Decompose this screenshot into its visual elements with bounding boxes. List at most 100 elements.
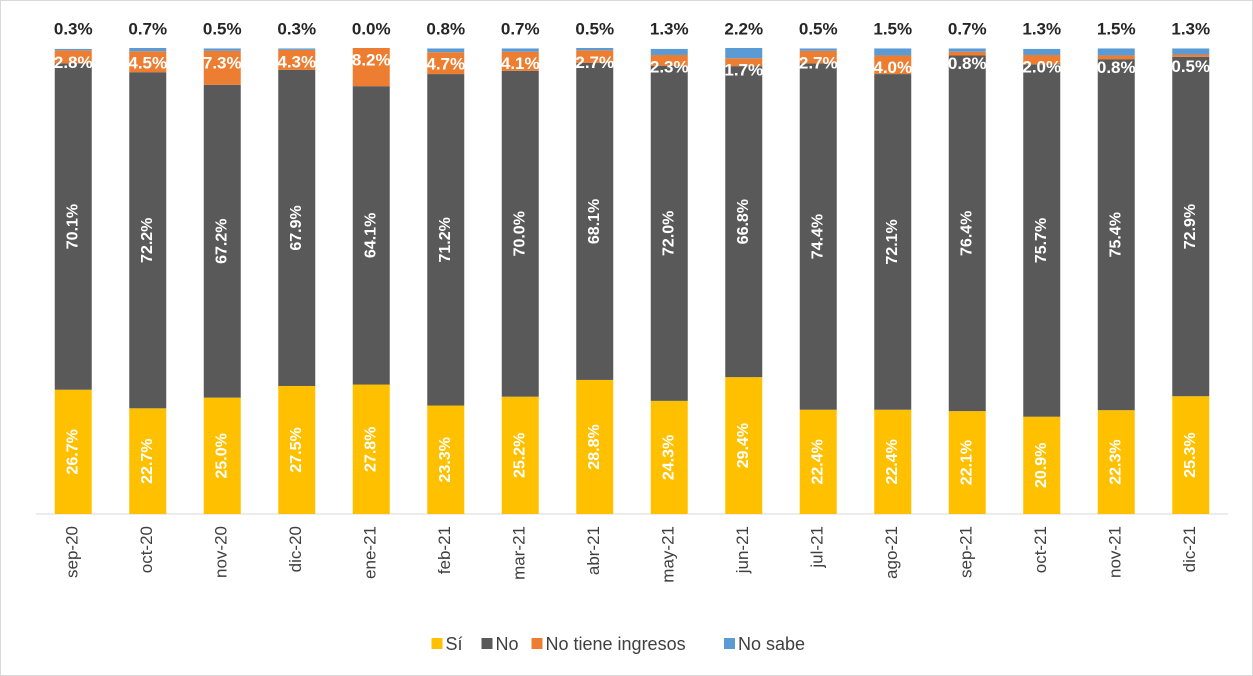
bar-segment [129, 408, 167, 514]
bar-segment [203, 48, 241, 51]
bar-segment [501, 396, 539, 514]
bar-segment [576, 48, 614, 51]
data-label: 66.8% [735, 199, 752, 244]
bar-segment [725, 377, 763, 514]
data-label: 67.9% [288, 205, 305, 250]
data-label: 2.7% [575, 53, 614, 72]
bar-segment [427, 74, 465, 406]
data-label: 0.5% [799, 19, 838, 38]
legend-label: No [496, 634, 519, 654]
bar-segment [576, 50, 614, 63]
bar-segment [1097, 48, 1135, 56]
bar-segment [725, 58, 763, 67]
data-label: 2.8% [54, 53, 93, 72]
data-label: 72.2% [139, 218, 156, 263]
bar-segment [650, 48, 688, 55]
x-tick-label: ago-21 [882, 526, 901, 579]
bar-segment [874, 55, 912, 75]
bar-segment [427, 405, 465, 514]
x-tick-label: oct-21 [1031, 526, 1050, 573]
x-tick-label: sep-21 [957, 526, 976, 578]
data-label: 4.1% [501, 54, 540, 73]
bar-segment [1172, 396, 1210, 514]
bar-segment [650, 54, 688, 66]
data-label: 22.3% [1107, 439, 1124, 484]
data-label: 1.5% [1097, 19, 1136, 38]
bar-segment [352, 48, 390, 87]
data-label: 74.4% [809, 214, 826, 259]
data-label: 8.2% [352, 50, 391, 69]
x-tick-label: feb-21 [435, 526, 454, 574]
x-tick-label: nov-21 [1106, 526, 1125, 578]
bar-segment [1023, 48, 1061, 55]
x-tick-label: abr-21 [584, 526, 603, 575]
bar-segment [1172, 48, 1210, 55]
data-label: 0.3% [54, 19, 93, 38]
bar-segment [874, 48, 912, 56]
bar-segment [1023, 64, 1061, 417]
data-label: 2.7% [799, 53, 838, 72]
data-label: 25.0% [213, 433, 230, 478]
data-label: 26.7% [64, 429, 81, 474]
bar-segment [948, 411, 986, 514]
data-label: 72.9% [1182, 204, 1199, 249]
legend-label: No tiene ingresos [546, 634, 686, 654]
x-tick-label: dic-20 [286, 526, 305, 572]
x-tick-label: sep-20 [63, 526, 82, 578]
x-tick-label: jun-21 [733, 526, 752, 574]
data-label: 4.5% [128, 54, 167, 73]
data-label: 27.5% [288, 427, 305, 472]
bar-segment [54, 48, 92, 51]
data-label: 68.1% [586, 199, 603, 244]
data-label: 0.5% [575, 19, 614, 38]
data-label: 70.1% [64, 204, 81, 249]
bar-segment [1172, 54, 1210, 57]
x-tick-label: nov-20 [212, 526, 231, 578]
bar-segment [278, 49, 316, 70]
bar-segment [129, 72, 167, 409]
data-label: 0.8% [948, 54, 987, 73]
data-label: 1.7% [724, 61, 763, 80]
bar-segment [54, 63, 92, 390]
data-label: 4.3% [277, 52, 316, 71]
data-label: 25.2% [511, 433, 528, 478]
data-label: 24.3% [660, 435, 677, 480]
data-label: 0.3% [277, 19, 316, 38]
data-label: 25.3% [1182, 432, 1199, 477]
data-label: 1.5% [873, 19, 912, 38]
data-label: 1.3% [1171, 19, 1210, 38]
data-label: 2.3% [650, 57, 689, 76]
bar-segment [427, 52, 465, 75]
data-label: 22.7% [139, 438, 156, 483]
bar-segment [799, 63, 837, 410]
bar-segment [650, 400, 688, 514]
data-label: 22.4% [809, 439, 826, 484]
data-label: 64.1% [362, 213, 379, 258]
data-label: 71.2% [437, 217, 454, 262]
data-label: 0.7% [501, 19, 540, 38]
data-label: 0.5% [1171, 57, 1210, 76]
x-tick-label: oct-20 [137, 526, 156, 573]
bar-segment [725, 66, 763, 378]
bar-segment [1023, 416, 1061, 514]
bar-segment [203, 50, 241, 85]
data-label: 2.2% [724, 19, 763, 38]
data-label: 0.7% [948, 19, 987, 38]
bar-segment [203, 84, 241, 398]
legend-swatch [724, 638, 735, 649]
data-label: 67.2% [213, 219, 230, 264]
bar-segment [278, 385, 316, 514]
bar-segment [278, 48, 316, 50]
data-label: 22.1% [958, 440, 975, 485]
bar-segment [278, 69, 316, 386]
data-label: 4.0% [873, 58, 912, 77]
data-label: 0.8% [426, 19, 465, 38]
bar-segment [799, 48, 837, 51]
bar-segment [725, 48, 763, 59]
bar-segment [1097, 59, 1135, 411]
bar-segment [352, 384, 390, 514]
data-label: 0.0% [352, 19, 391, 38]
bar-segment [576, 379, 614, 514]
legend-swatch [431, 638, 443, 649]
